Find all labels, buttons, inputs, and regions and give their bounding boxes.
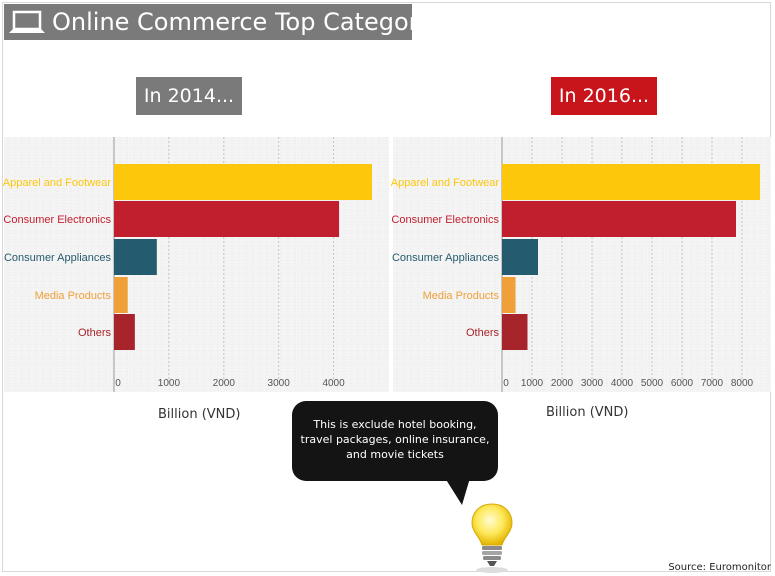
category-label-2016-media: Media Products: [423, 290, 500, 302]
title-bar: Online Commerce Top Categories: [4, 4, 452, 40]
bar-2016-others: [502, 314, 528, 350]
x-tick-label-2014: 4000: [322, 378, 345, 389]
chart-title-2016: In 2016...: [551, 77, 657, 115]
bar-2016-appliances: [502, 239, 538, 275]
bar-2016-electronics: [502, 201, 736, 237]
x-tick-label-2016: 7000: [701, 378, 724, 389]
x-tick-label-2014: 3000: [268, 378, 291, 389]
category-label-2016-others: Others: [466, 327, 500, 339]
category-label-2014-appliances: Consumer Appliances: [4, 252, 112, 264]
note-line-3: and movie tickets: [346, 448, 444, 461]
note-callout: This is exclude hotel booking, travel pa…: [292, 401, 498, 481]
category-label-2014-others: Others: [78, 327, 112, 339]
category-label-2016-appliances: Consumer Appliances: [392, 252, 500, 264]
category-label-2014-apparel: Apparel and Footwear: [3, 177, 112, 189]
x-tick-label-2016: 8000: [731, 378, 754, 389]
x-tick-label-2016: 0: [503, 378, 509, 389]
category-label-2014-media: Media Products: [35, 290, 112, 302]
x-tick-label-2016: 2000: [551, 378, 574, 389]
x-tick-label-2014: 0: [115, 378, 121, 389]
x-tick-label-2016: 6000: [671, 378, 694, 389]
category-label-2014-electronics: Consumer Electronics: [3, 214, 111, 226]
x-tick-label-2016: 4000: [611, 378, 634, 389]
source-label: Source: Euromonitor: [668, 562, 771, 573]
bar-2014-apparel: [114, 164, 372, 200]
lightbulb-icon: [471, 503, 513, 573]
chart-title-2014: In 2014...: [136, 77, 242, 115]
bar-2014-electronics: [114, 201, 340, 237]
bar-2014-media: [114, 277, 128, 313]
x-tick-label-2016: 1000: [521, 378, 544, 389]
x-tick-label-2014: 2000: [213, 378, 236, 389]
x-axis-title-2016: Billion (VND): [546, 405, 629, 420]
bar-2014-others: [114, 314, 135, 350]
note-line-1: This is exclude hotel booking,: [313, 418, 477, 431]
bar-2016-media: [502, 277, 516, 313]
bar-2016-apparel: [502, 164, 760, 200]
x-tick-label-2014: 1000: [158, 378, 181, 389]
category-label-2016-electronics: Consumer Electronics: [391, 214, 499, 226]
laptop-icon: [9, 10, 45, 33]
x-axis-title-2014: Billion (VND): [158, 407, 241, 422]
x-tick-label-2016: 3000: [581, 378, 604, 389]
category-label-2016-apparel: Apparel and Footwear: [391, 177, 500, 189]
x-tick-label-2016: 5000: [641, 378, 664, 389]
page-title: Online Commerce Top Categories: [52, 8, 453, 36]
note-line-2: travel packages, online insurance,: [300, 433, 490, 446]
bar-2014-appliances: [114, 239, 157, 275]
